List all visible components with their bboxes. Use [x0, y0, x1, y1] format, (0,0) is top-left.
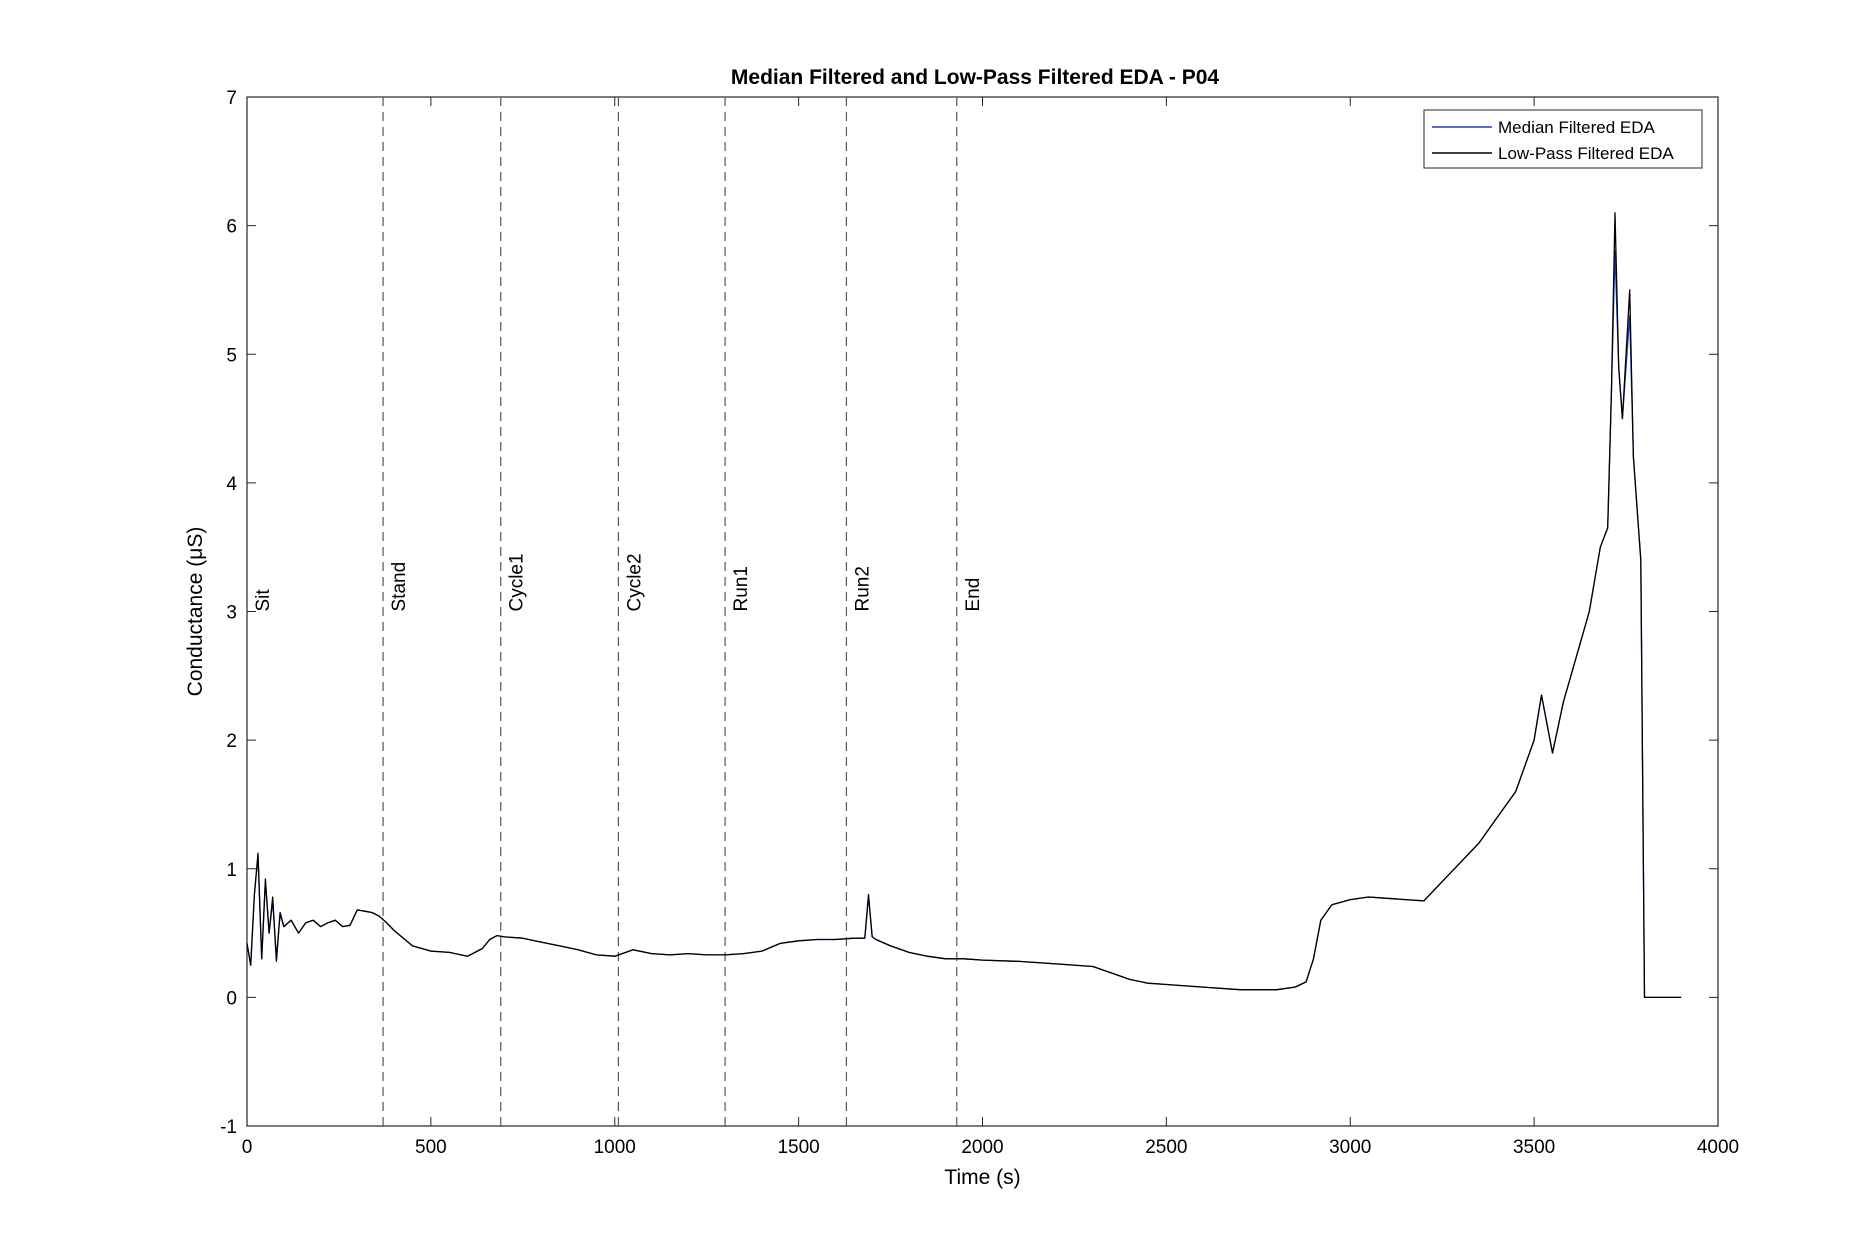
- legend-label-lowpass: Low-Pass Filtered EDA: [1498, 144, 1674, 163]
- chart-title: Median Filtered and Low-Pass Filtered ED…: [731, 66, 1219, 89]
- legend-box: [1423, 109, 1703, 169]
- x-axis-title: Time (s): [944, 1166, 1020, 1189]
- x-tick-label: 0: [242, 1137, 253, 1158]
- event-label-cycle1: Cycle1: [507, 553, 528, 611]
- x-tick-label: 2500: [1145, 1137, 1187, 1158]
- y-tick-label: 4: [226, 474, 237, 495]
- event-label-sit: Sit: [253, 589, 274, 612]
- x-tick-label: 1000: [594, 1137, 636, 1158]
- y-tick-label: 6: [226, 217, 237, 238]
- y-axis-title: Conductance (μS): [184, 527, 207, 697]
- event-label-run2: Run2: [852, 566, 873, 611]
- series-line-lowpass: [246, 212, 1682, 999]
- y-tick-label: 2: [226, 731, 237, 752]
- event-label-end: End: [963, 578, 984, 612]
- x-tick-label: 3000: [1329, 1137, 1371, 1158]
- x-tick-label: 1500: [777, 1137, 819, 1158]
- event-markers: Sit Stand Cycle1 Cycle2 Run1 Run2 End: [253, 97, 984, 1126]
- legend: Median Filtered EDA Low-Pass Filtered ED…: [1423, 109, 1703, 169]
- x-tick-label: 500: [415, 1137, 447, 1158]
- plot-frame: [246, 96, 1719, 1127]
- x-tick-label: 3500: [1513, 1137, 1555, 1158]
- x-tick-label: 4000: [1697, 1137, 1739, 1158]
- y-tick-label: 1: [226, 860, 237, 881]
- y-tick-label: 7: [226, 88, 237, 109]
- plot-area: [246, 96, 1719, 1127]
- legend-label-median: Median Filtered EDA: [1498, 118, 1656, 137]
- data-series: [246, 212, 1682, 999]
- axis-ticks: 0 500 1000 1500 2000 2500 3000 3500 4000-1012345…: [220, 88, 1739, 1158]
- event-label-stand: Stand: [389, 562, 410, 612]
- y-tick-label: 5: [226, 345, 237, 366]
- event-label-run1: Run1: [731, 566, 752, 611]
- y-tick-label: 0: [226, 988, 237, 1009]
- y-tick-label: 3: [226, 603, 237, 624]
- x-tick-label: 2000: [961, 1137, 1003, 1158]
- event-label-cycle2: Cycle2: [624, 553, 645, 611]
- y-tick-label: -1: [220, 1117, 237, 1138]
